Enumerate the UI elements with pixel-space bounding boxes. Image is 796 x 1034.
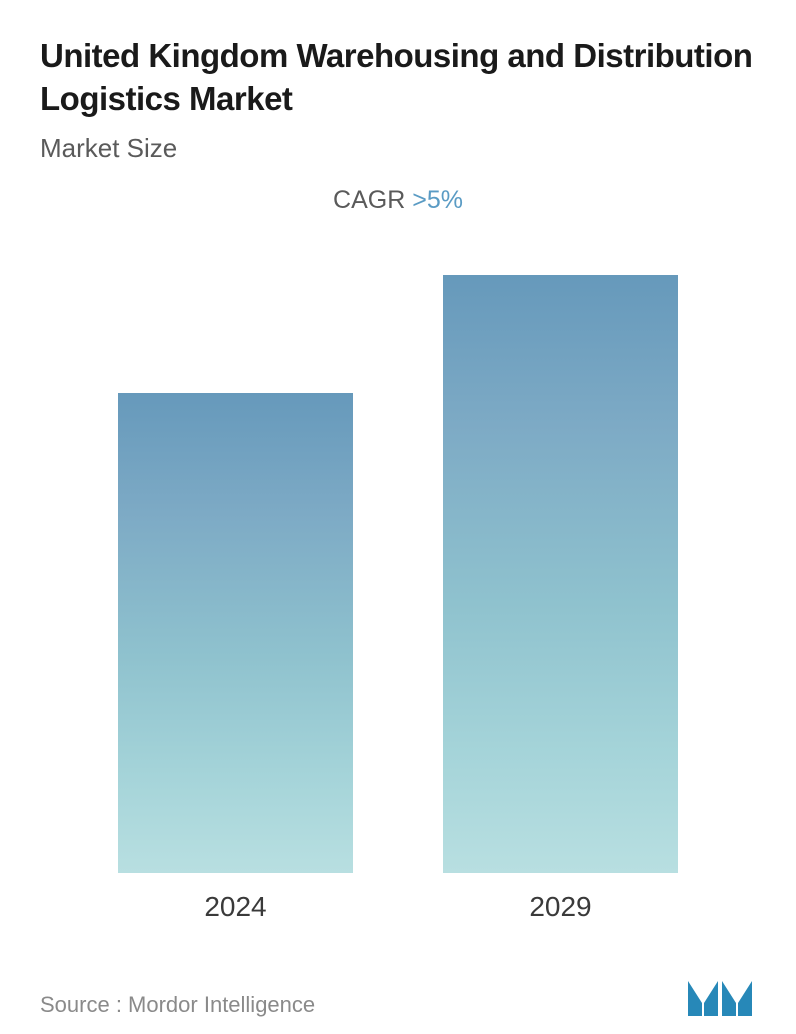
chart-subtitle: Market Size [40,133,756,164]
bar-label-2024: 2024 [204,891,266,923]
chart-title: United Kingdom Warehousing and Distribut… [40,35,756,121]
cagr-label: CAGR [333,186,412,214]
chart-footer: Source : Mordor Intelligence [40,963,756,1018]
chart-container: United Kingdom Warehousing and Distribut… [0,0,796,1034]
bar-group-2024: 2024 [118,393,353,923]
cagr-indicator: CAGR >5% [40,186,756,215]
bar-2029 [443,275,678,873]
bar-group-2029: 2029 [443,275,678,923]
bar-chart-area: 2024 2029 [40,275,756,923]
source-attribution: Source : Mordor Intelligence [40,992,315,1018]
mordor-logo-icon [686,973,756,1018]
bar-label-2029: 2029 [529,891,591,923]
bar-2024 [118,393,353,873]
cagr-value: >5% [412,186,463,214]
